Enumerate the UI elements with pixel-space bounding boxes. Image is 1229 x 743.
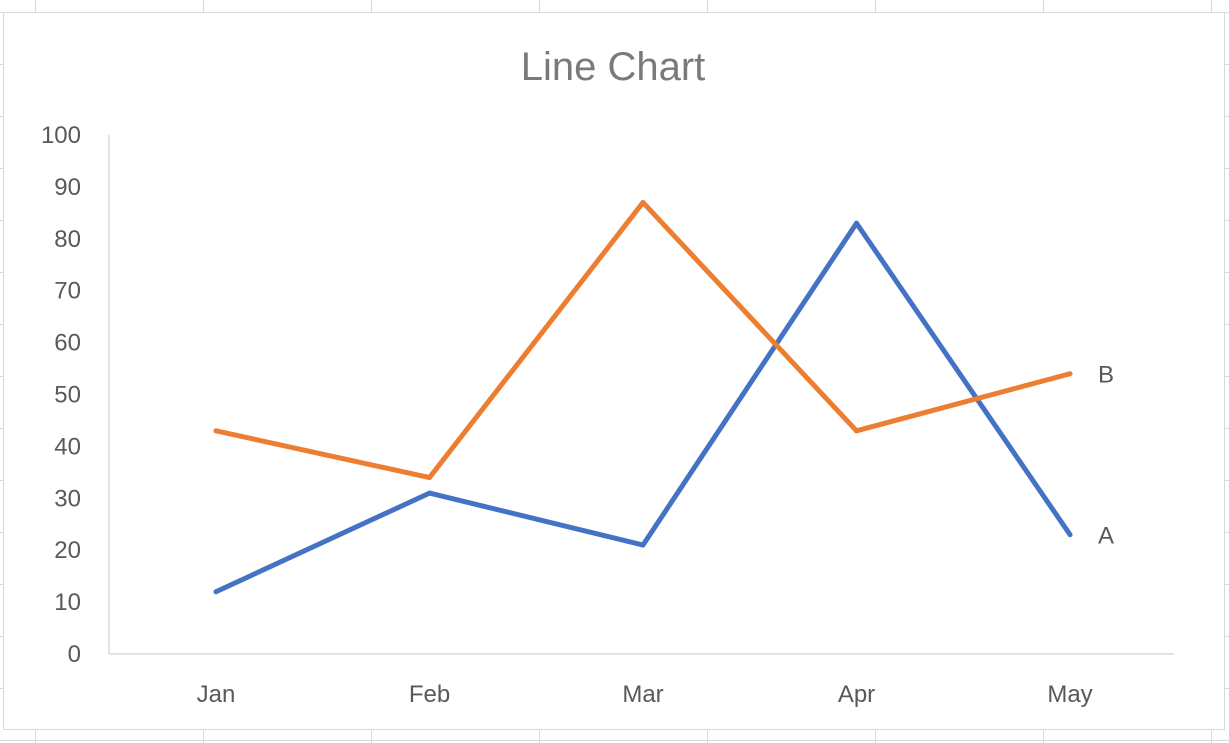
data-point-a xyxy=(1067,532,1073,538)
data-point-b xyxy=(1067,371,1073,377)
y-tick-label: 20 xyxy=(54,537,81,564)
data-point-b xyxy=(213,428,219,434)
x-tick-label: Feb xyxy=(409,681,450,708)
line-chart: Line Chart 0 10 20 30 40 50 60 70 80 90 100 Jan Feb M… xyxy=(41,45,1174,708)
y-tick-label: 0 xyxy=(68,641,81,668)
y-tick-label: 60 xyxy=(54,330,81,357)
data-point-b xyxy=(427,475,432,481)
x-tick-label: Apr xyxy=(838,681,875,708)
y-tick-label: 10 xyxy=(54,589,81,616)
data-point-a xyxy=(213,589,219,595)
chart-title: Line Chart xyxy=(521,45,706,89)
data-point-a xyxy=(854,220,859,226)
y-tick-label: 70 xyxy=(54,278,81,305)
y-tick-label: 50 xyxy=(54,382,81,409)
series-label-b: B xyxy=(1098,362,1114,389)
x-tick-label: May xyxy=(1047,681,1092,708)
x-tick-label: Jan xyxy=(197,681,236,708)
y-tick-label: 30 xyxy=(54,485,81,512)
data-point-b xyxy=(854,428,859,434)
data-point-a xyxy=(640,542,646,548)
y-tick-label: 90 xyxy=(54,174,81,201)
y-tick-label: 40 xyxy=(54,433,81,460)
chart-area[interactable]: Line Chart 0 10 20 30 40 50 60 70 80 90 100 Jan Feb M… xyxy=(3,12,1225,730)
data-point-a xyxy=(427,490,432,496)
x-tick-label: Mar xyxy=(622,681,663,708)
series-line-b xyxy=(213,199,1073,481)
y-tick-label: 80 xyxy=(54,226,81,253)
data-point-b xyxy=(640,199,646,205)
series-label-a: A xyxy=(1098,523,1114,550)
y-tick-label: 100 xyxy=(41,122,81,149)
